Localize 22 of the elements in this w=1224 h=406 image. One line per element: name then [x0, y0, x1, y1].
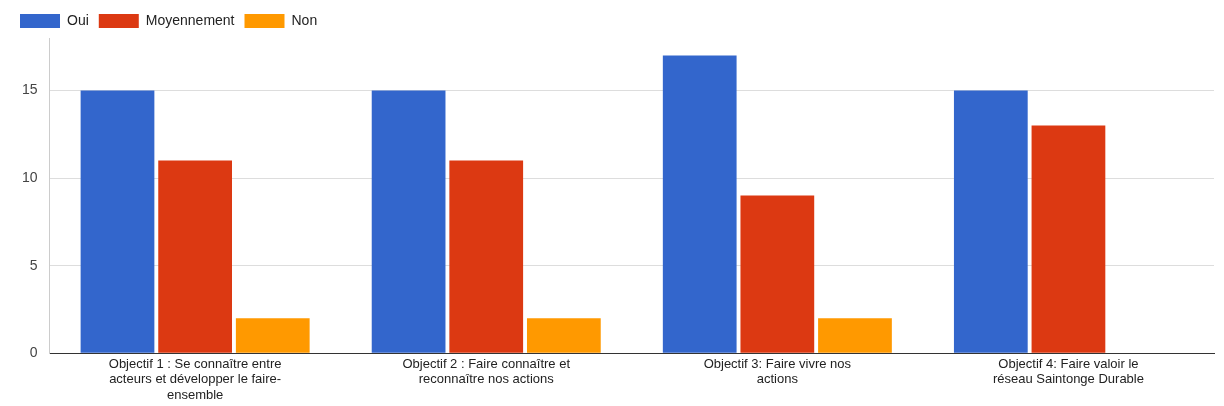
bar [740, 195, 815, 353]
bar [1031, 125, 1106, 353]
legend-label: Moyennement [145, 11, 235, 28]
bar [818, 318, 892, 353]
x-tick-label: Objectif 3: Faire vivre nos actions [703, 355, 852, 387]
y-tick-label: 10 [21, 168, 38, 185]
bar [371, 90, 446, 353]
bar [526, 318, 601, 353]
bar [953, 90, 1028, 353]
x-tick-label: Objectif 1 : Se connaître entre acteurs et développer le faire-ensemble [108, 355, 282, 402]
y-tick-label: 5 [29, 256, 38, 273]
bar [235, 318, 310, 353]
legend-label: Non [291, 11, 318, 28]
bar [80, 90, 155, 353]
x-tick-label: Objectif 4: Faire valoir le réseau Saintonge Durable [992, 355, 1144, 387]
legend-label: Oui [67, 11, 89, 28]
bar [662, 55, 737, 353]
bar [158, 160, 232, 353]
y-tick-label: 0 [29, 344, 38, 361]
bar [449, 160, 524, 353]
x-tick-label: Objectif 2 : Faire connaître et reconnaître nos actions [402, 355, 571, 387]
y-tick-label: 15 [21, 81, 38, 98]
